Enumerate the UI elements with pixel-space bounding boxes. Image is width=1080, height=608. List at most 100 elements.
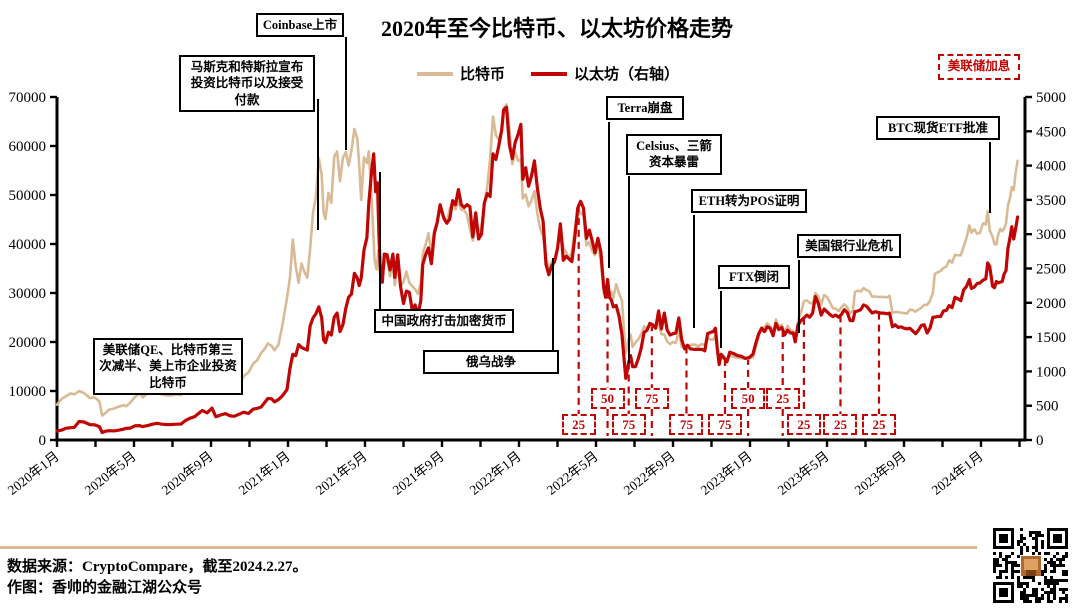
qr-module <box>1041 543 1044 546</box>
right-axis-label: 1000 <box>1036 364 1066 380</box>
qr-module <box>1056 579 1059 582</box>
annotation-eth-pos: ETH转为POS证明 <box>691 189 807 214</box>
qr-module <box>1047 582 1050 585</box>
qr-module <box>1038 552 1041 555</box>
qr-module <box>993 570 996 573</box>
qr-module <box>1020 528 1023 531</box>
rate-hike-box-1: 50 <box>590 388 625 409</box>
qr-module <box>1029 534 1032 537</box>
qr-module <box>1011 561 1014 564</box>
qr-module <box>1047 597 1050 600</box>
rate-hike-box-7: 25 <box>765 388 800 409</box>
qr-module <box>1017 582 1020 585</box>
qr-module <box>993 552 996 555</box>
qr-module <box>1047 594 1050 597</box>
qr-module <box>996 564 999 567</box>
qr-module <box>1044 576 1047 579</box>
qr-module <box>1059 579 1062 582</box>
series-line-0 <box>55 103 1019 417</box>
qr-module <box>1053 594 1056 597</box>
x-axis-label: 2020年5月 <box>82 449 139 498</box>
qr-module <box>1029 576 1032 579</box>
qr-module <box>1062 597 1065 600</box>
chart-legend: 比特币 以太坊（右轴） <box>416 63 679 84</box>
qr-module <box>1026 549 1029 552</box>
qr-module <box>1053 534 1062 543</box>
qr-module <box>1044 579 1047 582</box>
qr-module <box>1029 600 1032 603</box>
qr-module <box>1050 600 1053 603</box>
rate-hike-box-10: 25 <box>861 414 896 435</box>
qr-module <box>1035 537 1038 540</box>
qr-module <box>1026 546 1029 549</box>
legend-item-eth: 以太坊（右轴） <box>531 63 679 84</box>
right-axis-label: 1500 <box>1036 330 1066 346</box>
x-axis-label: 2023年9月 <box>852 449 909 498</box>
qr-module <box>1035 597 1038 600</box>
qr-module <box>1044 564 1047 567</box>
qr-module <box>1002 558 1005 561</box>
author-note: 作图：香帅的金融江湖公众号 <box>7 580 203 596</box>
qr-module <box>1020 540 1023 543</box>
series-line-1 <box>55 105 1020 435</box>
qr-module <box>1005 564 1008 567</box>
qr-module <box>1053 591 1056 594</box>
qr-module <box>996 576 999 579</box>
right-axis-label: 5000 <box>1036 90 1066 106</box>
x-axis-label: 2022年1月 <box>467 449 524 498</box>
qr-module <box>1053 567 1056 570</box>
qr-module <box>1032 546 1035 549</box>
qr-module <box>1035 531 1038 534</box>
qr-module <box>1050 588 1053 591</box>
rate-hike-box-6: 50 <box>731 388 766 409</box>
right-axis-label: 4500 <box>1036 124 1066 140</box>
annotation-musk-tesla: 马斯克和特斯拉宣布投资比特币以及接受付款 <box>179 55 315 112</box>
qr-module <box>999 564 1002 567</box>
qr-module <box>1065 579 1068 582</box>
qr-module <box>1065 570 1068 573</box>
qr-module <box>1053 561 1056 564</box>
right-axis-label: 4000 <box>1036 159 1066 175</box>
qr-module <box>1026 597 1029 600</box>
qr-module <box>1011 576 1014 579</box>
qr-module <box>999 570 1002 573</box>
qr-module <box>1044 567 1047 570</box>
qr-module <box>1020 585 1023 588</box>
qr-module <box>1041 588 1044 591</box>
qr-module <box>1020 537 1023 540</box>
fed-rate-hike-legend: 美联储加息 <box>938 54 1020 80</box>
qr-module <box>1050 576 1053 579</box>
left-axis-label: 50000 <box>9 188 47 204</box>
qr-module <box>1023 582 1026 585</box>
qr-module <box>1047 591 1050 594</box>
x-axis-label: 2021年1月 <box>236 449 293 498</box>
qr-module <box>1050 558 1053 561</box>
x-axis-label: 2024年1月 <box>929 449 986 498</box>
qr-module <box>1023 543 1026 546</box>
qr-module <box>1035 546 1038 549</box>
rate-hike-box-5: 75 <box>707 414 742 435</box>
qr-module <box>1011 567 1014 570</box>
qr-module <box>1032 591 1035 594</box>
qr-module <box>1026 585 1029 588</box>
qr-module <box>1038 597 1041 600</box>
qr-module <box>999 534 1008 543</box>
qr-module <box>1029 594 1032 597</box>
qr-module <box>1032 579 1035 582</box>
qr-module <box>1056 558 1059 561</box>
qr-module <box>1041 570 1044 573</box>
qr-module <box>1017 543 1020 546</box>
qr-module <box>1041 534 1044 537</box>
qr-module <box>1020 597 1023 600</box>
annotation-china-crackdown: 中国政府打击加密货币 <box>374 309 514 334</box>
qr-module <box>1053 579 1056 582</box>
qr-module <box>1005 567 1008 570</box>
x-axis-label: 2023年5月 <box>775 449 832 498</box>
qr-module <box>1026 594 1029 597</box>
rate-hike-box-9: 25 <box>823 414 858 435</box>
page-title: 2020年至今比特币、以太坊价格走势 <box>380 16 734 41</box>
annotation-terra-collapse: Terra崩盘 <box>606 96 684 121</box>
qr-module <box>1059 600 1062 603</box>
qr-module <box>1059 561 1062 564</box>
